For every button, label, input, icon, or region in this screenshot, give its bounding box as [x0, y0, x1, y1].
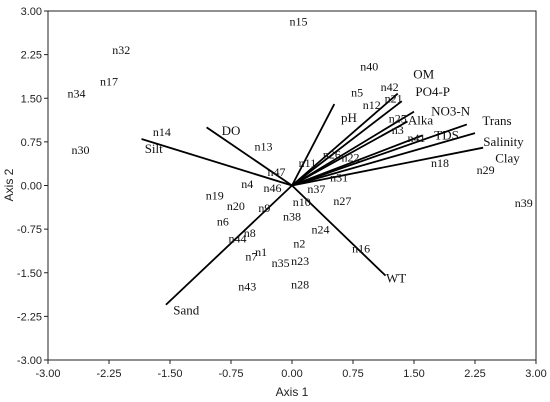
site-label: n40	[360, 59, 378, 73]
site-label: n30	[72, 143, 90, 157]
vector-layer: OMPO4-PNO3-NAlkaTDSTransSalinityClaypHDO…	[141, 66, 524, 318]
site-label: n8	[244, 226, 256, 240]
vector-label: Clay	[495, 151, 520, 166]
x-tick-label: 3.00	[525, 368, 546, 380]
vector-line	[165, 184, 293, 306]
site-label: n22	[342, 151, 360, 165]
site-label: n14	[153, 125, 171, 139]
y-tick-label: -2.25	[17, 311, 42, 323]
site-label: n12	[363, 98, 381, 112]
site-label: n27	[333, 194, 351, 208]
site-label: n15	[290, 14, 308, 28]
vector-line	[291, 100, 403, 187]
site-label: n9	[258, 201, 270, 215]
vector-line	[206, 126, 293, 187]
vector-label: PO4-P	[415, 84, 450, 99]
site-label: n24	[311, 223, 329, 237]
vector-line	[291, 123, 468, 187]
site-label: n37	[307, 182, 325, 196]
y-tick-label: 3.00	[21, 6, 42, 18]
x-tick-label: 0.75	[342, 368, 363, 380]
site-label: n4	[241, 177, 253, 191]
site-label: n46	[263, 181, 281, 195]
vector-label: WT	[386, 271, 406, 286]
site-label: n41	[407, 131, 425, 145]
vector-line	[291, 120, 408, 187]
site-label: n32	[112, 43, 130, 57]
vector-line	[291, 110, 415, 187]
site-label: n25	[389, 112, 407, 126]
vector-line	[291, 146, 484, 187]
vector-label: Silt	[145, 141, 163, 156]
x-tick-label: -1.50	[157, 368, 182, 380]
site-label: n11	[299, 156, 317, 170]
vector-label: Salinity	[483, 134, 524, 149]
site-label: n2	[293, 237, 305, 251]
vector-label: pH	[341, 110, 357, 125]
site-label: n34	[67, 87, 85, 101]
site-label: n6	[217, 215, 229, 229]
site-label: n5	[351, 85, 363, 99]
site-label: n35	[272, 256, 290, 270]
vector-line	[291, 92, 399, 187]
x-tick-label: 2.25	[464, 368, 485, 380]
site-label: n26	[323, 148, 341, 162]
site-label: n29	[477, 163, 495, 177]
vector-label: Trans	[482, 113, 511, 128]
y-tick-label: -0.75	[17, 224, 42, 236]
vector-line	[291, 132, 476, 187]
vector-line	[291, 184, 387, 277]
vector-label: OM	[413, 66, 434, 81]
y-tick-label: 2.25	[21, 50, 42, 62]
site-label: n28	[291, 277, 309, 291]
site-label: n10	[293, 195, 311, 209]
y-tick-label: 0.75	[21, 137, 42, 149]
vector-label: DO	[222, 123, 241, 138]
x-tick-label: -2.25	[96, 368, 121, 380]
site-label: n7	[245, 249, 257, 263]
x-axis-title: Axis 1	[276, 385, 309, 399]
vector-label: Sand	[173, 303, 200, 318]
site-label: n23	[291, 254, 309, 268]
site-label: n16	[352, 241, 370, 255]
site-label: n19	[206, 188, 224, 202]
vector-line	[141, 138, 293, 187]
x-tick-label: 1.50	[403, 368, 424, 380]
site-label: n44	[229, 231, 247, 245]
site-label: n21	[385, 91, 403, 105]
site-label: n18	[431, 156, 449, 170]
site-label: n3	[392, 123, 404, 137]
site-label: n31	[330, 170, 348, 184]
site-label: n43	[238, 280, 256, 294]
site-label: n1	[255, 245, 267, 259]
x-tick-label: 0.00	[281, 368, 302, 380]
x-tick-label: -3.00	[35, 368, 60, 380]
y-tick-label: -3.00	[17, 355, 42, 367]
site-label: n42	[381, 80, 399, 94]
vector-label: NO3-N	[431, 104, 471, 119]
site-label: n39	[515, 196, 533, 210]
vector-line	[291, 103, 336, 186]
tick-layer: -3.00 -2.25 -1.50 -0.75 0.00 0.75 1.50 2.25 3.00…	[17, 6, 547, 380]
x-tick-label: -0.75	[218, 368, 243, 380]
vector-label: Alka	[408, 112, 434, 127]
site-label: n13	[255, 140, 273, 154]
y-tick-label: 0.00	[21, 181, 42, 193]
y-tick-label: 1.50	[21, 93, 42, 105]
site-label: n17	[100, 74, 118, 88]
y-axis-title: Axis 2	[2, 168, 16, 201]
site-label: n38	[283, 209, 301, 223]
site-label: n20	[227, 199, 245, 213]
site-label: n47	[268, 165, 286, 179]
y-tick-label: -1.50	[17, 268, 42, 280]
